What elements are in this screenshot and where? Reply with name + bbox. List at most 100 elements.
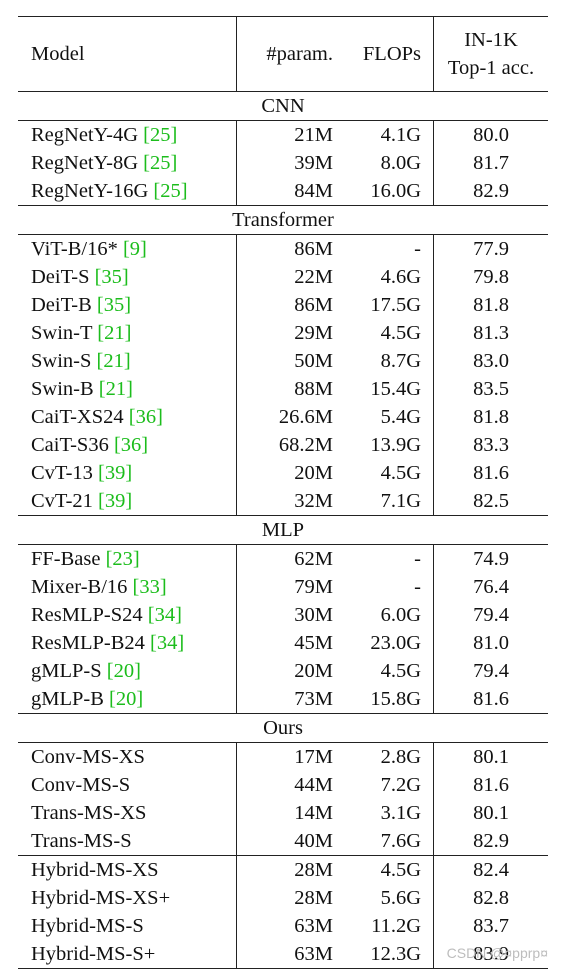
flops-cell: 4.5G: [380, 660, 421, 682]
table-row: Hybrid-MS-S+ 63M 12.3G 83.9: [18, 940, 548, 969]
model-name: gMLP-S: [31, 660, 107, 682]
accuracy-cell: 79.4: [433, 657, 548, 685]
group-header-row: MLP: [18, 515, 548, 545]
flops-cell: 7.1G: [380, 490, 421, 512]
model-cell: Trans-MS-XS: [18, 799, 237, 827]
flops-cell: 8.0G: [380, 152, 421, 174]
flops-cell: 5.4G: [380, 406, 421, 428]
results-table: Model #param. FLOPs IN-1K Top-1 acc. CNN…: [18, 16, 548, 969]
model-name: CaiT-XS24: [31, 406, 129, 428]
accuracy-cell: 81.6: [433, 771, 548, 799]
group-label: CNN: [18, 91, 548, 121]
citation-ref: [20]: [106, 660, 141, 682]
model-cell: CaiT-S36 [36]: [18, 431, 237, 459]
flops-cell: 7.6G: [380, 830, 421, 852]
accuracy-cell: 80.0: [433, 120, 548, 149]
model-cell: DeiT-B [35]: [18, 291, 237, 319]
flops-cell: -: [414, 238, 421, 260]
flops-cell: 15.4G: [370, 378, 421, 400]
model-name: FF-Base: [31, 548, 106, 570]
params-cell: 88M: [294, 378, 333, 400]
accuracy-cell: 83.3: [433, 431, 548, 459]
table-row: RegNetY-16G [25] 84M 16.0G 82.9: [18, 177, 548, 206]
model-cell: CvT-21 [39]: [18, 487, 237, 516]
model-name: ViT-B/16*: [31, 238, 123, 260]
accuracy-cell: 81.3: [433, 319, 548, 347]
table-row: CvT-13 [39] 20M 4.5G 81.6: [18, 459, 548, 487]
header-model: Model: [18, 16, 237, 92]
flops-cell: 4.1G: [380, 124, 421, 146]
model-name: CvT-21: [31, 490, 99, 512]
model-cell: Trans-MS-S: [18, 827, 237, 856]
params-cell: 73M: [294, 688, 333, 710]
citation-ref: [36]: [113, 434, 149, 456]
table-row: Trans-MS-XS 14M 3.1G 80.1: [18, 799, 548, 827]
params-cell: 39M: [294, 152, 333, 174]
params-cell: 63M: [294, 915, 333, 937]
model-name: Swin-B: [31, 378, 99, 400]
model-cell: DeiT-S [35]: [18, 263, 237, 291]
flops-cell: 7.2G: [380, 774, 421, 796]
flops-cell: 11.2G: [371, 915, 421, 937]
flops-cell: 16.0G: [370, 180, 421, 202]
accuracy-cell: 83.5: [433, 375, 548, 403]
group-label: MLP: [18, 515, 548, 545]
model-name: DeiT-S: [31, 266, 95, 288]
group-header-row: Transformer: [18, 205, 548, 235]
accuracy-cell: 80.1: [433, 799, 548, 827]
accuracy-cell: 79.4: [433, 601, 548, 629]
citation-ref: [33]: [132, 576, 167, 598]
model-cell: Hybrid-MS-XS: [18, 855, 237, 884]
citation-ref: [20]: [109, 688, 144, 710]
model-name: Hybrid-MS-XS: [31, 859, 159, 881]
flops-cell: 4.6G: [380, 266, 421, 288]
params-cell: 20M: [294, 462, 333, 484]
citation-ref: [25]: [143, 124, 178, 146]
model-name: Trans-MS-XS: [31, 802, 147, 824]
flops-cell: -: [414, 576, 421, 598]
flops-cell: 8.7G: [380, 350, 421, 372]
params-cell: 40M: [294, 830, 333, 852]
table-row: CaiT-S36 [36] 68.2M 13.9G 83.3: [18, 431, 548, 459]
flops-cell: 23.0G: [370, 632, 421, 654]
table-row: gMLP-B [20] 73M 15.8G 81.6: [18, 685, 548, 714]
model-cell: Conv-MS-S: [18, 771, 237, 799]
table-row: CaiT-XS24 [36] 26.6M 5.4G 81.8: [18, 403, 548, 431]
model-name: gMLP-B: [31, 688, 110, 710]
model-name: Hybrid-MS-S+: [31, 943, 156, 965]
table-row: RegNetY-8G [25] 39M 8.0G 81.7: [18, 149, 548, 177]
accuracy-cell: 81.0: [433, 629, 548, 657]
table-row: RegNetY-4G [25] 21M 4.1G 80.0: [18, 120, 548, 149]
model-cell: ResMLP-B24 [34]: [18, 629, 237, 657]
table-row: CvT-21 [39] 32M 7.1G 82.5: [18, 487, 548, 516]
flops-cell: 5.6G: [380, 887, 421, 909]
model-cell: Hybrid-MS-S: [18, 912, 237, 940]
params-cell: 79M: [294, 576, 333, 598]
header-accuracy-line1: IN-1K: [464, 29, 518, 51]
citation-ref: [36]: [128, 406, 163, 428]
table-row: Trans-MS-S 40M 7.6G 82.9: [18, 827, 548, 856]
table-body: CNN RegNetY-4G [25] 21M 4.1G 80.0 RegNetY-8G …: [18, 91, 548, 969]
flops-cell: 3.1G: [380, 802, 421, 824]
group-header-row: CNN: [18, 91, 548, 121]
model-name: Conv-MS-S: [31, 774, 131, 796]
table-header-row: Model #param. FLOPs IN-1K Top-1 acc.: [18, 16, 548, 92]
citation-ref: [25]: [143, 152, 178, 174]
table-row: Hybrid-MS-XS+ 28M 5.6G 82.8: [18, 884, 548, 912]
citation-ref: [39]: [98, 490, 133, 512]
model-name: CvT-13: [31, 462, 99, 484]
table-row: DeiT-S [35] 22M 4.6G 79.8: [18, 263, 548, 291]
accuracy-cell: 77.9: [433, 234, 548, 263]
model-name: Swin-T: [31, 322, 98, 344]
model-name: Mixer-B/16: [31, 576, 133, 598]
accuracy-cell: 83.0: [433, 347, 548, 375]
accuracy-cell: 81.8: [433, 403, 548, 431]
model-cell: Mixer-B/16 [33]: [18, 573, 237, 601]
accuracy-cell: 82.4: [433, 855, 548, 884]
accuracy-cell: 82.5: [433, 487, 548, 516]
table-row: FF-Base [23] 62M -74.9: [18, 544, 548, 573]
table-row: Mixer-B/16 [33] 79M -76.4: [18, 573, 548, 601]
table-row: Conv-MS-S 44M 7.2G 81.6: [18, 771, 548, 799]
params-cell: 50M: [294, 350, 333, 372]
params-cell: 30M: [294, 604, 333, 626]
